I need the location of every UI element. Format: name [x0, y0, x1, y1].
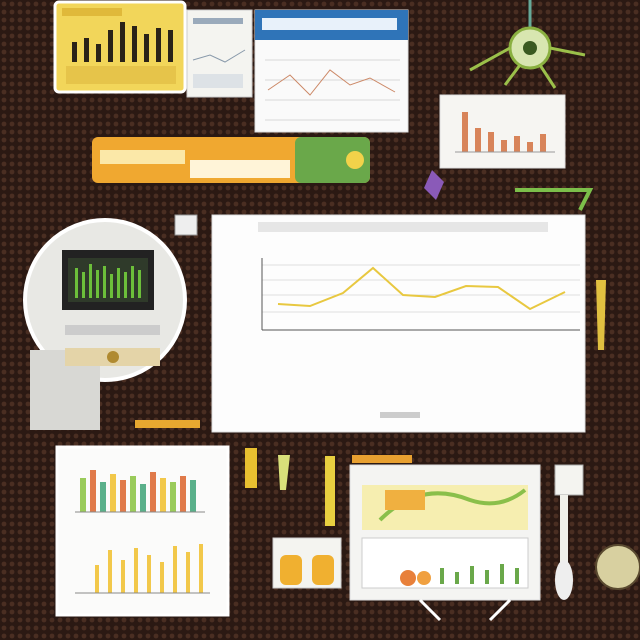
- purple-gem: [424, 170, 444, 200]
- line-chart-card: [174, 214, 586, 433]
- yellow-pen: [596, 280, 606, 350]
- blue-header-card: [254, 9, 409, 133]
- round-device: [23, 218, 187, 430]
- yellow-pencil: [325, 456, 335, 526]
- orange-banner: [92, 137, 370, 183]
- dual-chart-card: [55, 445, 230, 617]
- yellow-tag: [245, 448, 257, 488]
- cup-pair: [272, 537, 342, 589]
- yellow-clip: [278, 455, 290, 490]
- yellow-chart-card: [53, 0, 187, 94]
- yellow-stick: [135, 420, 200, 428]
- green-ornament: [469, 0, 586, 89]
- white-card: [186, 9, 253, 98]
- small-bar-card: [439, 94, 566, 169]
- round-badge: [595, 544, 640, 590]
- green-bracket: [515, 188, 594, 211]
- landscape-card: [349, 455, 541, 622]
- bottle: [554, 464, 584, 600]
